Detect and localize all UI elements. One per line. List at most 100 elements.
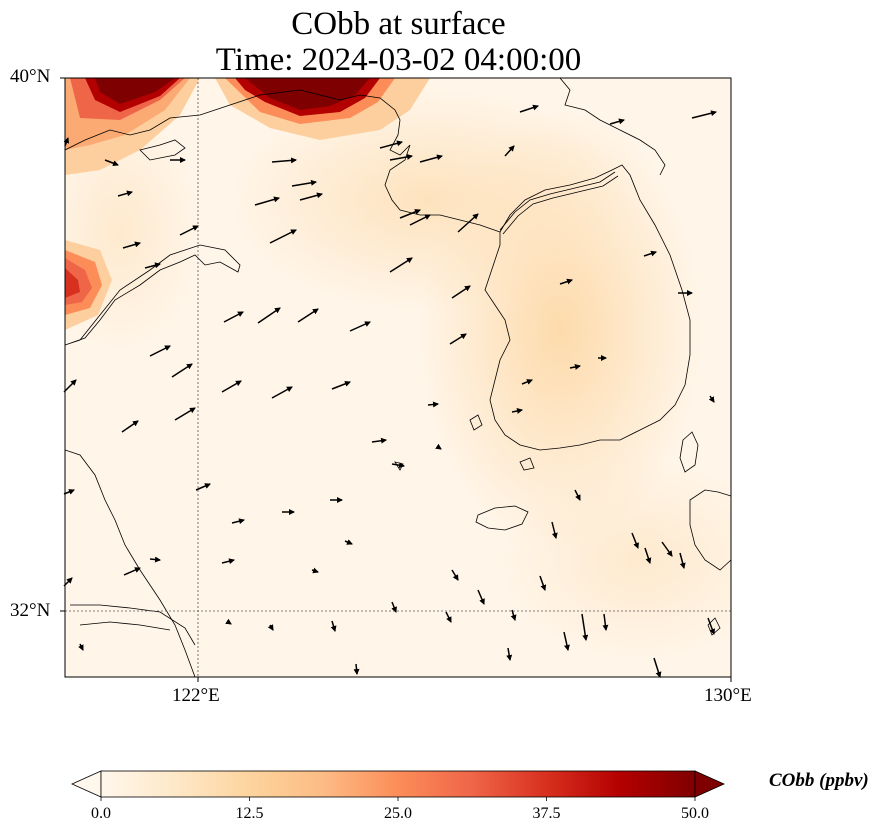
wind-arrow bbox=[451, 285, 471, 299]
lat-label-32n: 32°N bbox=[10, 600, 51, 621]
wind-arrow bbox=[708, 395, 715, 403]
wind-arrow bbox=[569, 364, 581, 370]
coast-northeast bbox=[559, 78, 666, 176]
wind-arrow bbox=[379, 140, 403, 149]
colorbar-tick-50: 50.0 bbox=[681, 805, 709, 822]
plume-west-edge bbox=[65, 240, 112, 330]
wind-arrow bbox=[299, 192, 323, 201]
cobb-field bbox=[65, 78, 731, 677]
lon-label-130e: 130°E bbox=[704, 685, 752, 706]
wind-arrow bbox=[117, 190, 133, 197]
wind-arrow bbox=[269, 229, 297, 244]
wind-arrow bbox=[231, 518, 245, 525]
wind-arrow bbox=[371, 437, 387, 444]
colorbar-tick-25: 25.0 bbox=[384, 805, 412, 822]
wind-arrow bbox=[653, 657, 662, 678]
map-subtitle-time: Time: 2024-03-02 04:00:00 bbox=[215, 42, 582, 78]
coast-bohai-liaodong bbox=[65, 89, 501, 233]
wind-arrow bbox=[602, 613, 609, 631]
wind-arrow bbox=[399, 209, 421, 219]
wind-arrow bbox=[223, 311, 244, 323]
coast-shandong bbox=[65, 244, 241, 346]
plume-northwest bbox=[65, 78, 200, 175]
wind-arrow bbox=[221, 380, 242, 393]
wind-arrow bbox=[389, 153, 413, 161]
wind-arrow bbox=[267, 624, 274, 631]
jeju-island bbox=[475, 505, 529, 531]
wind-arrow bbox=[330, 620, 337, 632]
wind-arrow bbox=[707, 617, 716, 635]
wind-arrow bbox=[63, 489, 75, 495]
korea-border-1 bbox=[499, 171, 616, 231]
wind-arrow bbox=[504, 145, 515, 157]
wind-vectors bbox=[63, 104, 717, 678]
korea-border-2 bbox=[502, 175, 619, 235]
coast-jiangsu bbox=[65, 449, 196, 677]
lat-label-40n: 40°N bbox=[10, 66, 51, 87]
axis-ticks bbox=[60, 77, 732, 682]
wind-arrow bbox=[254, 196, 280, 206]
wind-arrow bbox=[519, 104, 539, 113]
wind-arrow bbox=[144, 262, 161, 269]
wind-arrow bbox=[539, 575, 547, 591]
wind-arrow bbox=[391, 462, 405, 469]
island-small-1 bbox=[469, 414, 483, 431]
wind-arrow bbox=[123, 567, 141, 576]
coastlines bbox=[65, 78, 731, 677]
wind-arrow bbox=[559, 278, 573, 285]
wind-arrow bbox=[563, 631, 570, 651]
colorbar-title: CObb (ppbv) bbox=[769, 770, 869, 791]
colorbar-extend-high bbox=[694, 770, 725, 798]
wind-arrow bbox=[271, 386, 293, 399]
wind-arrow bbox=[331, 381, 351, 390]
wind-arrow bbox=[477, 589, 485, 605]
wind-arrow bbox=[78, 643, 84, 651]
wind-arrow bbox=[174, 407, 196, 421]
wind-arrow bbox=[121, 420, 139, 433]
wind-arrow bbox=[631, 532, 639, 549]
wind-arrow bbox=[149, 556, 161, 563]
wind-arrow bbox=[225, 618, 232, 625]
wind-arrow bbox=[291, 179, 317, 187]
wind-arrow bbox=[574, 489, 581, 501]
wind-arrow bbox=[661, 541, 673, 557]
wind-arrow bbox=[435, 443, 442, 450]
wind-arrow bbox=[171, 363, 193, 378]
wind-arrow bbox=[445, 611, 452, 623]
colorbar-extend-low bbox=[71, 770, 102, 798]
wind-arrow bbox=[179, 225, 199, 236]
wind-arrow bbox=[195, 483, 211, 491]
wind-arrow bbox=[457, 213, 479, 233]
map-frame bbox=[64, 77, 732, 678]
wind-arrow bbox=[449, 333, 467, 345]
colorbar-tick-12-5: 12.5 bbox=[235, 805, 264, 822]
colorbar-ramp bbox=[100, 770, 696, 798]
wind-arrow bbox=[644, 547, 652, 564]
colorbar-tick-37-5: 37.5 bbox=[532, 805, 561, 822]
wind-arrow bbox=[510, 609, 517, 621]
wind-arrow bbox=[257, 307, 281, 324]
wind-arrow bbox=[691, 110, 717, 119]
wind-arrow bbox=[149, 345, 171, 357]
wind-arrow bbox=[451, 569, 459, 581]
wind-arrow bbox=[122, 241, 141, 249]
wind-arrow bbox=[643, 250, 657, 257]
map-title: CObb at surface bbox=[291, 6, 506, 42]
plume-north-center bbox=[215, 78, 430, 140]
wind-arrow bbox=[104, 159, 119, 167]
wind-arrow bbox=[344, 539, 353, 545]
colorbar-tick-0: 0.0 bbox=[91, 805, 111, 822]
wind-arrow bbox=[551, 521, 558, 539]
wind-arrow bbox=[63, 379, 77, 393]
wind-arrow bbox=[427, 401, 439, 408]
coast-yangtze-estuary bbox=[70, 604, 196, 646]
wind-arrow bbox=[521, 379, 533, 385]
wind-arrow bbox=[349, 321, 371, 332]
wind-arrow bbox=[581, 613, 589, 641]
gridlines bbox=[65, 78, 731, 677]
wind-arrow bbox=[409, 214, 431, 226]
colorbar bbox=[71, 770, 725, 801]
wind-arrow bbox=[391, 601, 397, 613]
wind-arrow bbox=[271, 157, 297, 164]
